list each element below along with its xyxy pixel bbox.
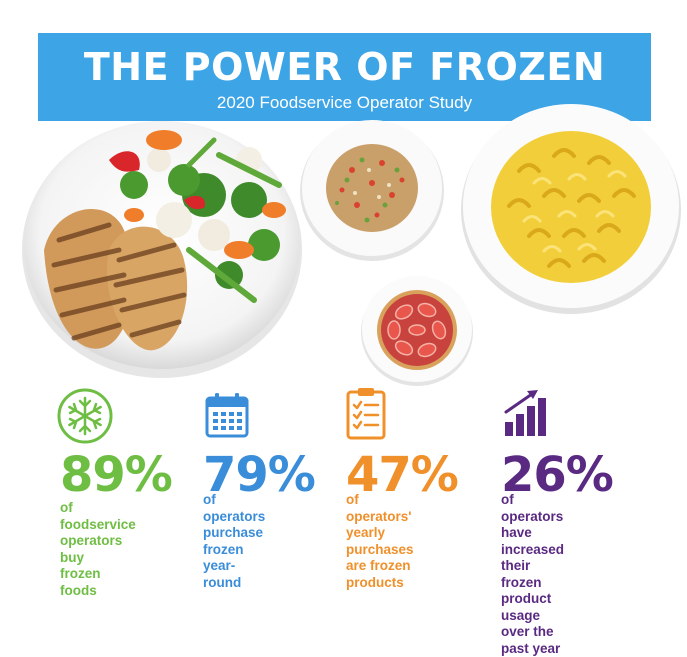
stat-description-line: of operators xyxy=(203,492,266,524)
page-title: THE POWER OF FROZEN xyxy=(83,45,606,89)
stat-value: 26% xyxy=(501,447,614,503)
plate-mac-and-cheese-image xyxy=(461,104,681,314)
bowl-fried-rice-image xyxy=(300,120,444,261)
stat-value: 79% xyxy=(203,447,316,503)
stat-description-line: of operators' xyxy=(346,492,412,524)
stat-description-line: frozen foods xyxy=(60,566,101,598)
snowflake-icon xyxy=(57,388,113,444)
stat-description: of operators' yearly purchases are froze… xyxy=(346,492,414,591)
stat-value: 47% xyxy=(346,447,459,503)
strawberry-tart-image xyxy=(361,276,473,386)
stat-description-line: over the past year xyxy=(501,624,561,656)
stat-description-line: of operators have xyxy=(501,492,564,540)
page-subtitle: 2020 Foodservice Operator Study xyxy=(216,93,473,112)
plate-chicken-vegetables-image xyxy=(22,121,302,378)
stat-value: 89% xyxy=(60,447,173,503)
stat-description-line: increased their xyxy=(501,541,565,574)
stat-description-line: frozen product usage xyxy=(501,574,552,623)
stat-description-line: operators buy xyxy=(60,533,123,565)
stat-description: of foodservice operators buy frozen food… xyxy=(60,500,136,599)
stat-description-line: purchase frozen xyxy=(203,525,264,557)
growth-chart-icon xyxy=(504,390,546,436)
clipboard-checklist-icon xyxy=(346,388,386,440)
stat-description: of operators purchase frozen year-round xyxy=(203,492,265,591)
stat-description-line: of foodservice xyxy=(60,500,136,532)
calendar-icon xyxy=(205,393,249,438)
stat-description: of operators have increased their frozen… xyxy=(501,492,564,657)
title-banner: THE POWER OF FROZEN 2020 Foodservice Ope… xyxy=(38,33,651,121)
stat-description-line: yearly purchases xyxy=(346,525,414,557)
